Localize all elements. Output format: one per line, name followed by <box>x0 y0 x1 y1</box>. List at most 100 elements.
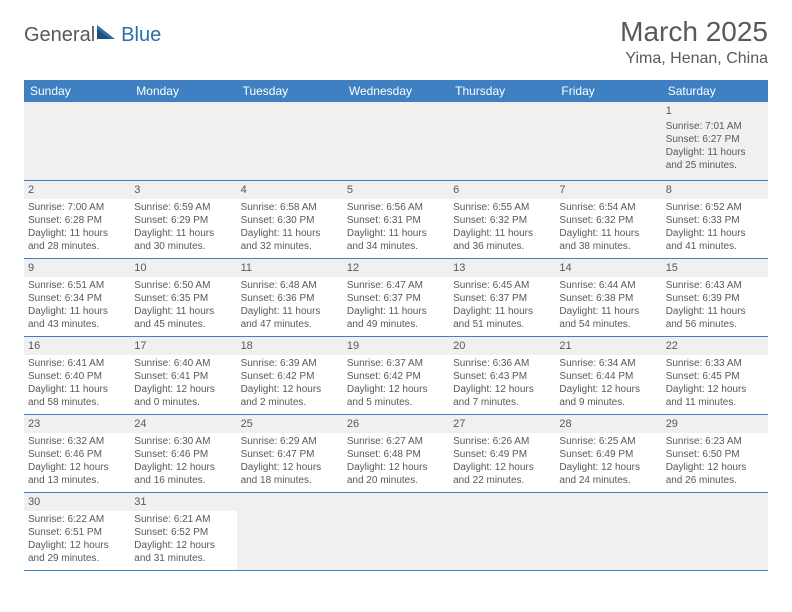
sunset-text: Sunset: 6:32 PM <box>559 214 657 227</box>
day-cell: 2Sunrise: 7:00 AMSunset: 6:28 PMDaylight… <box>24 180 130 258</box>
day-number: 31 <box>130 493 236 511</box>
daylight-text: Daylight: 12 hours and 5 minutes. <box>347 383 445 409</box>
sunrise-text: Sunrise: 6:51 AM <box>28 279 126 292</box>
day-cell: 22Sunrise: 6:33 AMSunset: 6:45 PMDayligh… <box>662 336 768 414</box>
day-cell: 11Sunrise: 6:48 AMSunset: 6:36 PMDayligh… <box>237 258 343 336</box>
sunrise-text: Sunrise: 6:59 AM <box>134 201 232 214</box>
sunrise-text: Sunrise: 6:23 AM <box>666 435 764 448</box>
weekday-header: Thursday <box>449 80 555 102</box>
day-number: 7 <box>555 181 661 199</box>
day-cell: 6Sunrise: 6:55 AMSunset: 6:32 PMDaylight… <box>449 180 555 258</box>
sunset-text: Sunset: 6:51 PM <box>28 526 126 539</box>
empty-cell <box>237 102 343 180</box>
month-title: March 2025 <box>620 16 768 48</box>
day-cell: 15Sunrise: 6:43 AMSunset: 6:39 PMDayligh… <box>662 258 768 336</box>
day-number: 18 <box>237 337 343 355</box>
calendar-row: 30Sunrise: 6:22 AMSunset: 6:51 PMDayligh… <box>24 492 768 570</box>
sunset-text: Sunset: 6:38 PM <box>559 292 657 305</box>
day-number: 22 <box>662 337 768 355</box>
sunset-text: Sunset: 6:33 PM <box>666 214 764 227</box>
daylight-text: Daylight: 12 hours and 20 minutes. <box>347 461 445 487</box>
sunset-text: Sunset: 6:47 PM <box>241 448 339 461</box>
sunrise-text: Sunrise: 6:41 AM <box>28 357 126 370</box>
day-number: 10 <box>130 259 236 277</box>
daylight-text: Daylight: 12 hours and 22 minutes. <box>453 461 551 487</box>
day-cell: 14Sunrise: 6:44 AMSunset: 6:38 PMDayligh… <box>555 258 661 336</box>
daylight-text: Daylight: 11 hours and 36 minutes. <box>453 227 551 253</box>
sunset-text: Sunset: 6:28 PM <box>28 214 126 227</box>
calendar-row: 16Sunrise: 6:41 AMSunset: 6:40 PMDayligh… <box>24 336 768 414</box>
empty-cell <box>343 492 449 570</box>
sunrise-text: Sunrise: 6:37 AM <box>347 357 445 370</box>
calendar-body: 1Sunrise: 7:01 AMSunset: 6:27 PMDaylight… <box>24 102 768 570</box>
weekday-header: Monday <box>130 80 236 102</box>
day-number: 20 <box>449 337 555 355</box>
sunrise-text: Sunrise: 6:33 AM <box>666 357 764 370</box>
daylight-text: Daylight: 12 hours and 2 minutes. <box>241 383 339 409</box>
sunrise-text: Sunrise: 7:00 AM <box>28 201 126 214</box>
day-cell: 16Sunrise: 6:41 AMSunset: 6:40 PMDayligh… <box>24 336 130 414</box>
weekday-header: Wednesday <box>343 80 449 102</box>
daylight-text: Daylight: 12 hours and 11 minutes. <box>666 383 764 409</box>
daylight-text: Daylight: 11 hours and 58 minutes. <box>28 383 126 409</box>
empty-cell <box>24 102 130 180</box>
daylight-text: Daylight: 11 hours and 38 minutes. <box>559 227 657 253</box>
day-cell: 13Sunrise: 6:45 AMSunset: 6:37 PMDayligh… <box>449 258 555 336</box>
day-number: 9 <box>24 259 130 277</box>
day-cell: 7Sunrise: 6:54 AMSunset: 6:32 PMDaylight… <box>555 180 661 258</box>
sunset-text: Sunset: 6:48 PM <box>347 448 445 461</box>
day-number: 24 <box>130 415 236 433</box>
daylight-text: Daylight: 11 hours and 54 minutes. <box>559 305 657 331</box>
day-cell: 12Sunrise: 6:47 AMSunset: 6:37 PMDayligh… <box>343 258 449 336</box>
day-number: 27 <box>449 415 555 433</box>
day-number: 28 <box>555 415 661 433</box>
day-number: 11 <box>237 259 343 277</box>
calendar-row: 2Sunrise: 7:00 AMSunset: 6:28 PMDaylight… <box>24 180 768 258</box>
daylight-text: Daylight: 11 hours and 28 minutes. <box>28 227 126 253</box>
day-cell: 1Sunrise: 7:01 AMSunset: 6:27 PMDaylight… <box>662 102 768 180</box>
empty-cell <box>237 492 343 570</box>
daylight-text: Daylight: 12 hours and 7 minutes. <box>453 383 551 409</box>
sunrise-text: Sunrise: 6:48 AM <box>241 279 339 292</box>
sunset-text: Sunset: 6:49 PM <box>559 448 657 461</box>
daylight-text: Daylight: 12 hours and 18 minutes. <box>241 461 339 487</box>
daylight-text: Daylight: 12 hours and 24 minutes. <box>559 461 657 487</box>
daylight-text: Daylight: 11 hours and 41 minutes. <box>666 227 764 253</box>
sunrise-text: Sunrise: 6:36 AM <box>453 357 551 370</box>
weekday-header: Sunday <box>24 80 130 102</box>
weekday-header: Friday <box>555 80 661 102</box>
sunset-text: Sunset: 6:42 PM <box>347 370 445 383</box>
day-number: 17 <box>130 337 236 355</box>
sunrise-text: Sunrise: 6:34 AM <box>559 357 657 370</box>
day-cell: 21Sunrise: 6:34 AMSunset: 6:44 PMDayligh… <box>555 336 661 414</box>
sunrise-text: Sunrise: 6:40 AM <box>134 357 232 370</box>
daylight-text: Daylight: 11 hours and 25 minutes. <box>666 146 764 172</box>
day-number: 26 <box>343 415 449 433</box>
sunset-text: Sunset: 6:44 PM <box>559 370 657 383</box>
sunrise-text: Sunrise: 6:21 AM <box>134 513 232 526</box>
daylight-text: Daylight: 12 hours and 16 minutes. <box>134 461 232 487</box>
logo-text-blue: Blue <box>121 24 161 47</box>
day-cell: 20Sunrise: 6:36 AMSunset: 6:43 PMDayligh… <box>449 336 555 414</box>
sunrise-text: Sunrise: 6:50 AM <box>134 279 232 292</box>
day-cell: 26Sunrise: 6:27 AMSunset: 6:48 PMDayligh… <box>343 414 449 492</box>
daylight-text: Daylight: 11 hours and 56 minutes. <box>666 305 764 331</box>
sunset-text: Sunset: 6:42 PM <box>241 370 339 383</box>
sunset-text: Sunset: 6:35 PM <box>134 292 232 305</box>
location: Yima, Henan, China <box>620 50 768 68</box>
sunset-text: Sunset: 6:49 PM <box>453 448 551 461</box>
sunset-text: Sunset: 6:40 PM <box>28 370 126 383</box>
day-number: 29 <box>662 415 768 433</box>
day-cell: 25Sunrise: 6:29 AMSunset: 6:47 PMDayligh… <box>237 414 343 492</box>
sunrise-text: Sunrise: 6:52 AM <box>666 201 764 214</box>
calendar-row: 9 Sunrise: 6:51 AMSunset: 6:34 PM Daylight… <box>24 258 768 336</box>
sunset-text: Sunset: 6:34 PM <box>28 292 126 305</box>
day-number: 25 <box>237 415 343 433</box>
daylight-text: Daylight: 12 hours and 29 minutes. <box>28 539 126 565</box>
sunset-text: Sunset: 6:41 PM <box>134 370 232 383</box>
sunrise-text: Sunrise: 6:45 AM <box>453 279 551 292</box>
sunrise-text: Sunrise: 6:55 AM <box>453 201 551 214</box>
sunrise-text: Sunrise: 6:47 AM <box>347 279 445 292</box>
day-number: 15 <box>662 259 768 277</box>
day-number: 23 <box>24 415 130 433</box>
